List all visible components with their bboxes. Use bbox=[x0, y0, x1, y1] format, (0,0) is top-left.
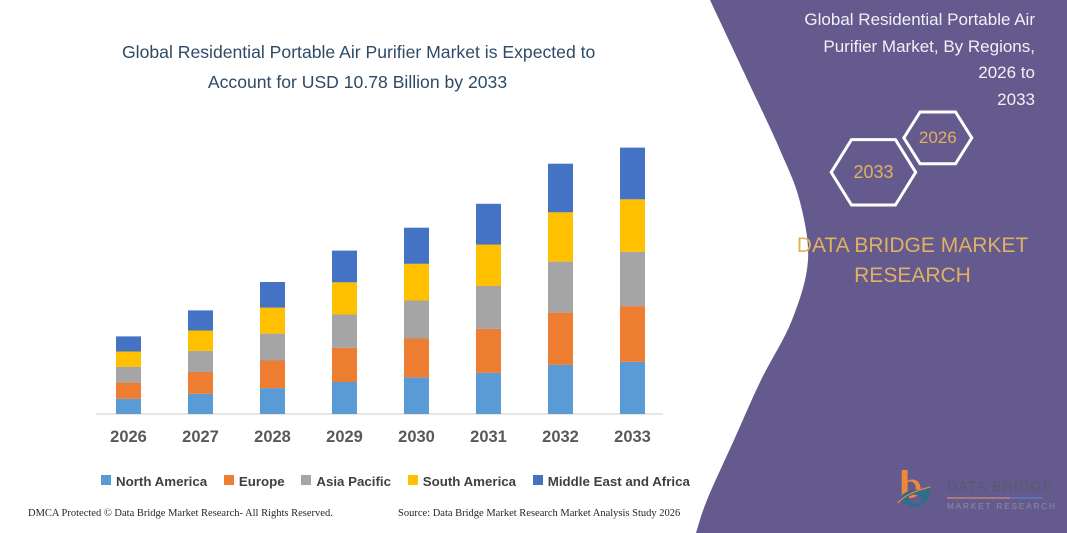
svg-text:2028: 2028 bbox=[254, 428, 291, 446]
svg-text:DATA BRIDGE: DATA BRIDGE bbox=[947, 478, 1053, 494]
svg-text:2032: 2032 bbox=[542, 428, 579, 446]
svg-text:2030: 2030 bbox=[398, 428, 435, 446]
svg-text:2026: 2026 bbox=[919, 128, 957, 147]
svg-text:2031: 2031 bbox=[470, 428, 507, 446]
svg-text:2033: 2033 bbox=[853, 162, 893, 182]
svg-text:2029: 2029 bbox=[326, 428, 363, 446]
svg-text:MARKET RESEARCH: MARKET RESEARCH bbox=[947, 501, 1057, 511]
svg-text:2027: 2027 bbox=[182, 428, 219, 446]
svg-text:2026: 2026 bbox=[110, 428, 147, 446]
svg-text:2033: 2033 bbox=[614, 428, 651, 446]
